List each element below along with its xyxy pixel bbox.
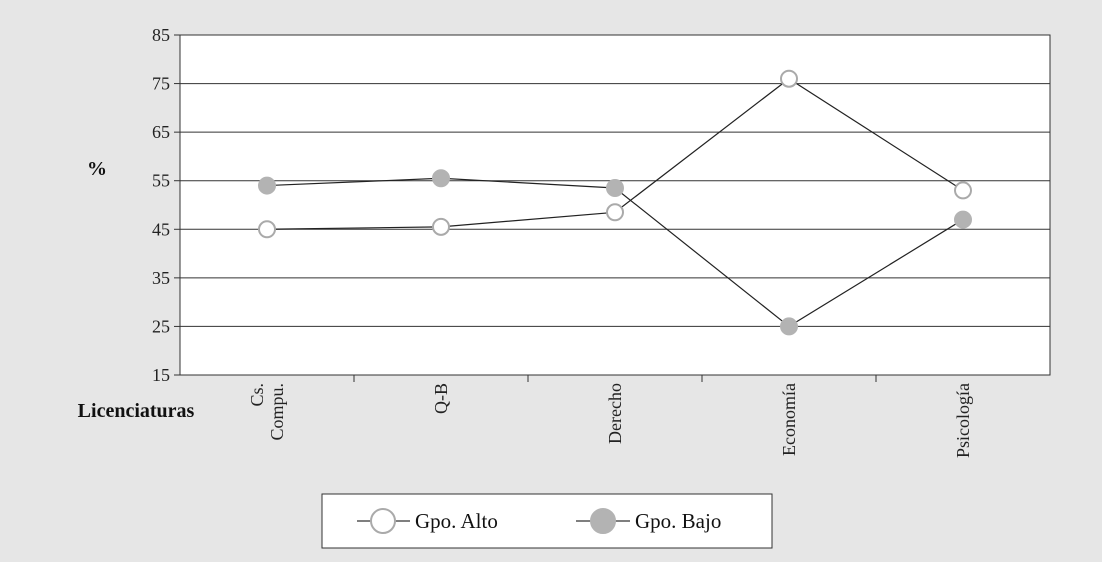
legend-label-alto: Gpo. Alto (415, 509, 498, 533)
x-tick-label: Q-B (431, 383, 451, 414)
x-axis-title: Licenciaturas (78, 400, 195, 422)
x-tick-label: Cs.Compu. (247, 383, 287, 441)
y-tick-label: 45 (152, 219, 170, 239)
data-point-0-2 (606, 203, 624, 222)
x-tick-label-line: Cs. (247, 383, 267, 407)
legend: Gpo. Alto Gpo. Bajo (321, 493, 773, 549)
x-tick-label: Derecho (605, 383, 625, 444)
data-point-1-0 (258, 176, 276, 195)
y-tick-label: 75 (152, 74, 170, 94)
legend-marker-bajo (590, 508, 616, 534)
x-tick-label-line: Q-B (431, 383, 451, 414)
legend-marker-alto (370, 508, 396, 534)
y-axis-title: % (87, 158, 107, 180)
data-point-1-1 (432, 169, 450, 188)
x-tick-label: Psicología (953, 383, 973, 458)
x-tick-label-line: Economía (779, 383, 799, 456)
y-tick-label: 85 (152, 25, 170, 45)
x-axis-ticks: Cs.Compu. Q-B Derecho Economía Psicología (247, 375, 973, 458)
y-tick-label: 65 (152, 122, 170, 142)
x-tick-label-line: Psicología (953, 383, 973, 458)
x-tick-label-line: Compu. (267, 383, 287, 441)
data-point-1-4 (954, 210, 972, 229)
series-layer (258, 69, 972, 336)
data-point-0-1 (432, 217, 450, 236)
y-tick-label: 15 (152, 365, 170, 385)
y-axis-ticks: 15 25 35 45 55 65 75 85 (152, 25, 180, 385)
x-tick-label: Economía (779, 383, 799, 456)
data-point-1-2 (606, 179, 624, 197)
legend-label-bajo: Gpo. Bajo (635, 509, 721, 533)
data-point-0-3 (780, 69, 798, 88)
data-point-0-4 (954, 181, 972, 200)
y-tick-label: 25 (152, 316, 170, 336)
gridlines (180, 83, 1050, 327)
data-point-1-3 (780, 317, 798, 336)
y-tick-label: 55 (152, 171, 170, 191)
y-tick-label: 35 (152, 268, 170, 288)
x-tick-label-line: Derecho (605, 383, 625, 444)
data-point-0-0 (258, 220, 276, 239)
